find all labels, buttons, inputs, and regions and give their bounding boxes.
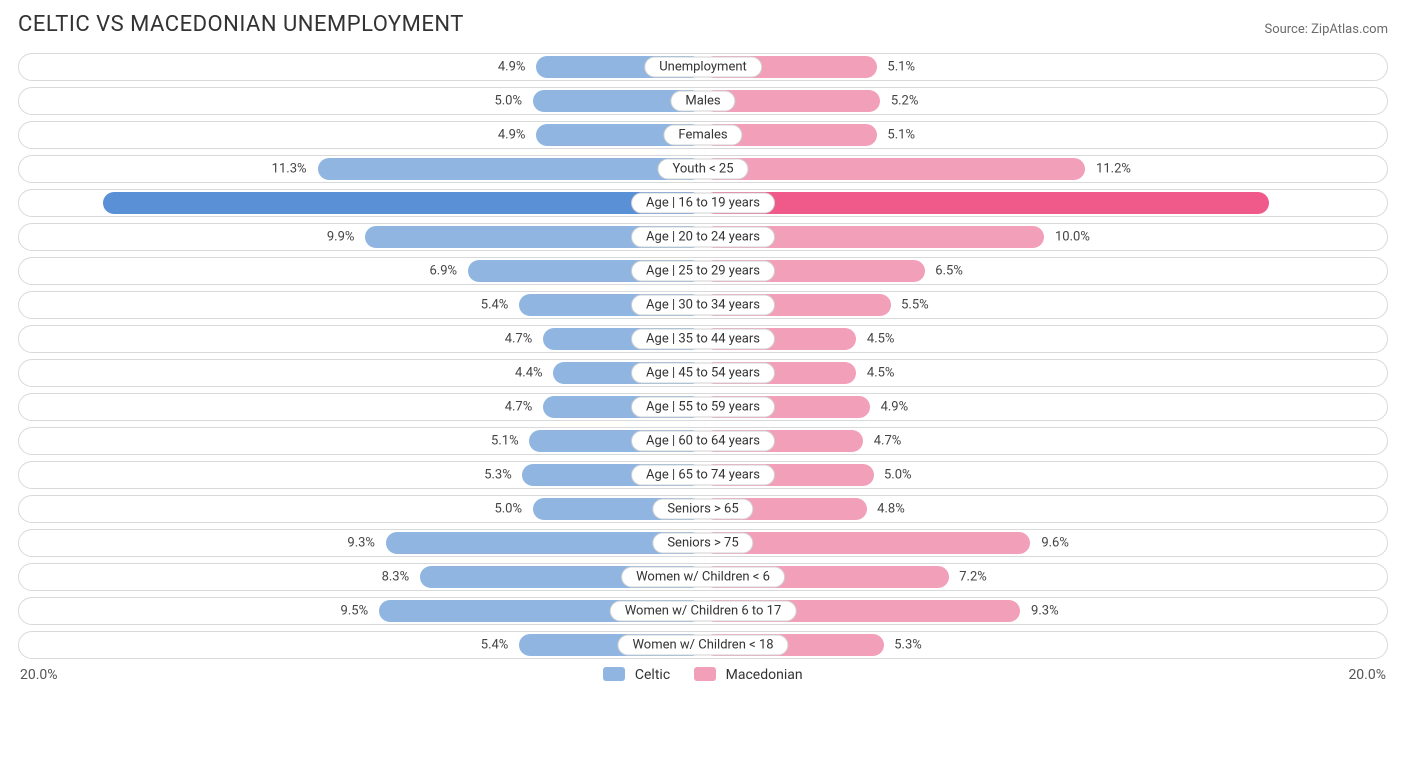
chart-row: 5.4% 5.3% Women w/ Children < 18	[18, 631, 1388, 659]
chart-row: 17.6% 16.6% Age | 16 to 19 years	[18, 189, 1388, 217]
bar-macedonian	[703, 192, 1269, 214]
chart-row: 5.1% 4.7% Age | 60 to 64 years	[18, 427, 1388, 455]
category-label: Age | 60 to 64 years	[631, 431, 775, 452]
chart-footer: 20.0% Celtic Macedonian 20.0%	[14, 667, 1392, 683]
chart-row: 5.0% 5.2% Males	[18, 87, 1388, 115]
value-macedonian: 7.2%	[959, 570, 987, 585]
category-label: Seniors > 75	[652, 533, 753, 554]
bar-celtic	[318, 158, 703, 180]
chart-row: 4.7% 4.9% Age | 55 to 59 years	[18, 393, 1388, 421]
value-macedonian: 5.0%	[884, 468, 912, 483]
value-celtic: 5.4%	[481, 638, 509, 653]
category-label: Age | 35 to 44 years	[631, 329, 775, 350]
category-label: Women w/ Children < 6	[621, 567, 785, 588]
category-label: Age | 55 to 59 years	[631, 397, 775, 418]
value-macedonian: 4.5%	[867, 332, 895, 347]
chart-row: 5.4% 5.5% Age | 30 to 34 years	[18, 291, 1388, 319]
value-celtic: 17.6%	[27, 196, 62, 211]
chart-row: 11.3% 11.2% Youth < 25	[18, 155, 1388, 183]
chart-row: 4.9% 5.1% Unemployment	[18, 53, 1388, 81]
category-label: Age | 16 to 19 years	[631, 193, 775, 214]
value-macedonian: 4.8%	[877, 502, 905, 517]
chart-row: 4.7% 4.5% Age | 35 to 44 years	[18, 325, 1388, 353]
value-macedonian: 9.3%	[1031, 604, 1059, 619]
chart-row: 6.9% 6.5% Age | 25 to 29 years	[18, 257, 1388, 285]
value-celtic: 4.7%	[505, 400, 533, 415]
value-macedonian: 6.5%	[935, 264, 963, 279]
value-macedonian: 4.7%	[874, 434, 902, 449]
legend: Celtic Macedonian	[58, 667, 1349, 683]
value-celtic: 5.0%	[494, 94, 522, 109]
value-celtic: 5.4%	[481, 298, 509, 313]
chart-row: 4.9% 5.1% Females	[18, 121, 1388, 149]
value-macedonian: 4.9%	[881, 400, 909, 415]
axis-right-max: 20.0%	[1348, 667, 1386, 683]
value-macedonian: 5.5%	[901, 298, 929, 313]
chart-source: Source: ZipAtlas.com	[1264, 22, 1388, 37]
chart-header: CELTIC VS MACEDONIAN UNEMPLOYMENT Source…	[14, 12, 1392, 47]
legend-item-macedonian: Macedonian	[694, 667, 802, 683]
category-label: Youth < 25	[657, 159, 748, 180]
value-macedonian: 4.5%	[867, 366, 895, 381]
value-celtic: 4.4%	[515, 366, 543, 381]
legend-swatch-celtic	[603, 667, 625, 681]
value-celtic: 9.3%	[347, 536, 375, 551]
value-celtic: 6.9%	[429, 264, 457, 279]
diverging-bar-chart: 4.9% 5.1% Unemployment 5.0% 5.2% Males 4.9% 5.1…	[14, 47, 1392, 659]
chart-row: 4.4% 4.5% Age | 45 to 54 years	[18, 359, 1388, 387]
value-macedonian: 16.6%	[1344, 196, 1379, 211]
value-macedonian: 9.6%	[1041, 536, 1069, 551]
bar-celtic	[103, 192, 703, 214]
chart-title: CELTIC VS MACEDONIAN UNEMPLOYMENT	[18, 12, 464, 37]
legend-label-macedonian: Macedonian	[726, 667, 803, 683]
value-macedonian: 5.2%	[891, 94, 919, 109]
category-label: Women w/ Children 6 to 17	[610, 601, 797, 622]
value-macedonian: 5.1%	[887, 60, 915, 75]
value-celtic: 8.3%	[382, 570, 410, 585]
value-celtic: 5.0%	[494, 502, 522, 517]
chart-row: 9.5% 9.3% Women w/ Children 6 to 17	[18, 597, 1388, 625]
value-celtic: 5.3%	[484, 468, 512, 483]
chart-row: 5.0% 4.8% Seniors > 65	[18, 495, 1388, 523]
value-macedonian: 10.0%	[1055, 230, 1090, 245]
category-label: Unemployment	[644, 57, 762, 78]
value-celtic: 4.9%	[498, 128, 526, 143]
category-label: Women w/ Children < 18	[617, 635, 788, 656]
value-celtic: 4.9%	[498, 60, 526, 75]
category-label: Age | 25 to 29 years	[631, 261, 775, 282]
category-label: Age | 65 to 74 years	[631, 465, 775, 486]
chart-row: 5.3% 5.0% Age | 65 to 74 years	[18, 461, 1388, 489]
value-macedonian: 5.3%	[894, 638, 922, 653]
value-macedonian: 5.1%	[887, 128, 915, 143]
category-label: Age | 30 to 34 years	[631, 295, 775, 316]
legend-item-celtic: Celtic	[603, 667, 670, 683]
value-celtic: 9.9%	[327, 230, 355, 245]
value-celtic: 11.3%	[272, 162, 307, 177]
legend-label-celtic: Celtic	[635, 667, 670, 683]
category-label: Age | 20 to 24 years	[631, 227, 775, 248]
category-label: Age | 45 to 54 years	[631, 363, 775, 384]
legend-swatch-macedonian	[694, 667, 716, 681]
category-label: Females	[663, 125, 742, 146]
category-label: Males	[670, 91, 735, 112]
chart-row: 9.9% 10.0% Age | 20 to 24 years	[18, 223, 1388, 251]
chart-row: 8.3% 7.2% Women w/ Children < 6	[18, 563, 1388, 591]
value-celtic: 4.7%	[505, 332, 533, 347]
axis-left-max: 20.0%	[20, 667, 58, 683]
category-label: Seniors > 65	[652, 499, 753, 520]
chart-row: 9.3% 9.6% Seniors > 75	[18, 529, 1388, 557]
value-macedonian: 11.2%	[1096, 162, 1131, 177]
bar-macedonian	[703, 158, 1085, 180]
value-celtic: 9.5%	[341, 604, 369, 619]
value-celtic: 5.1%	[491, 434, 519, 449]
